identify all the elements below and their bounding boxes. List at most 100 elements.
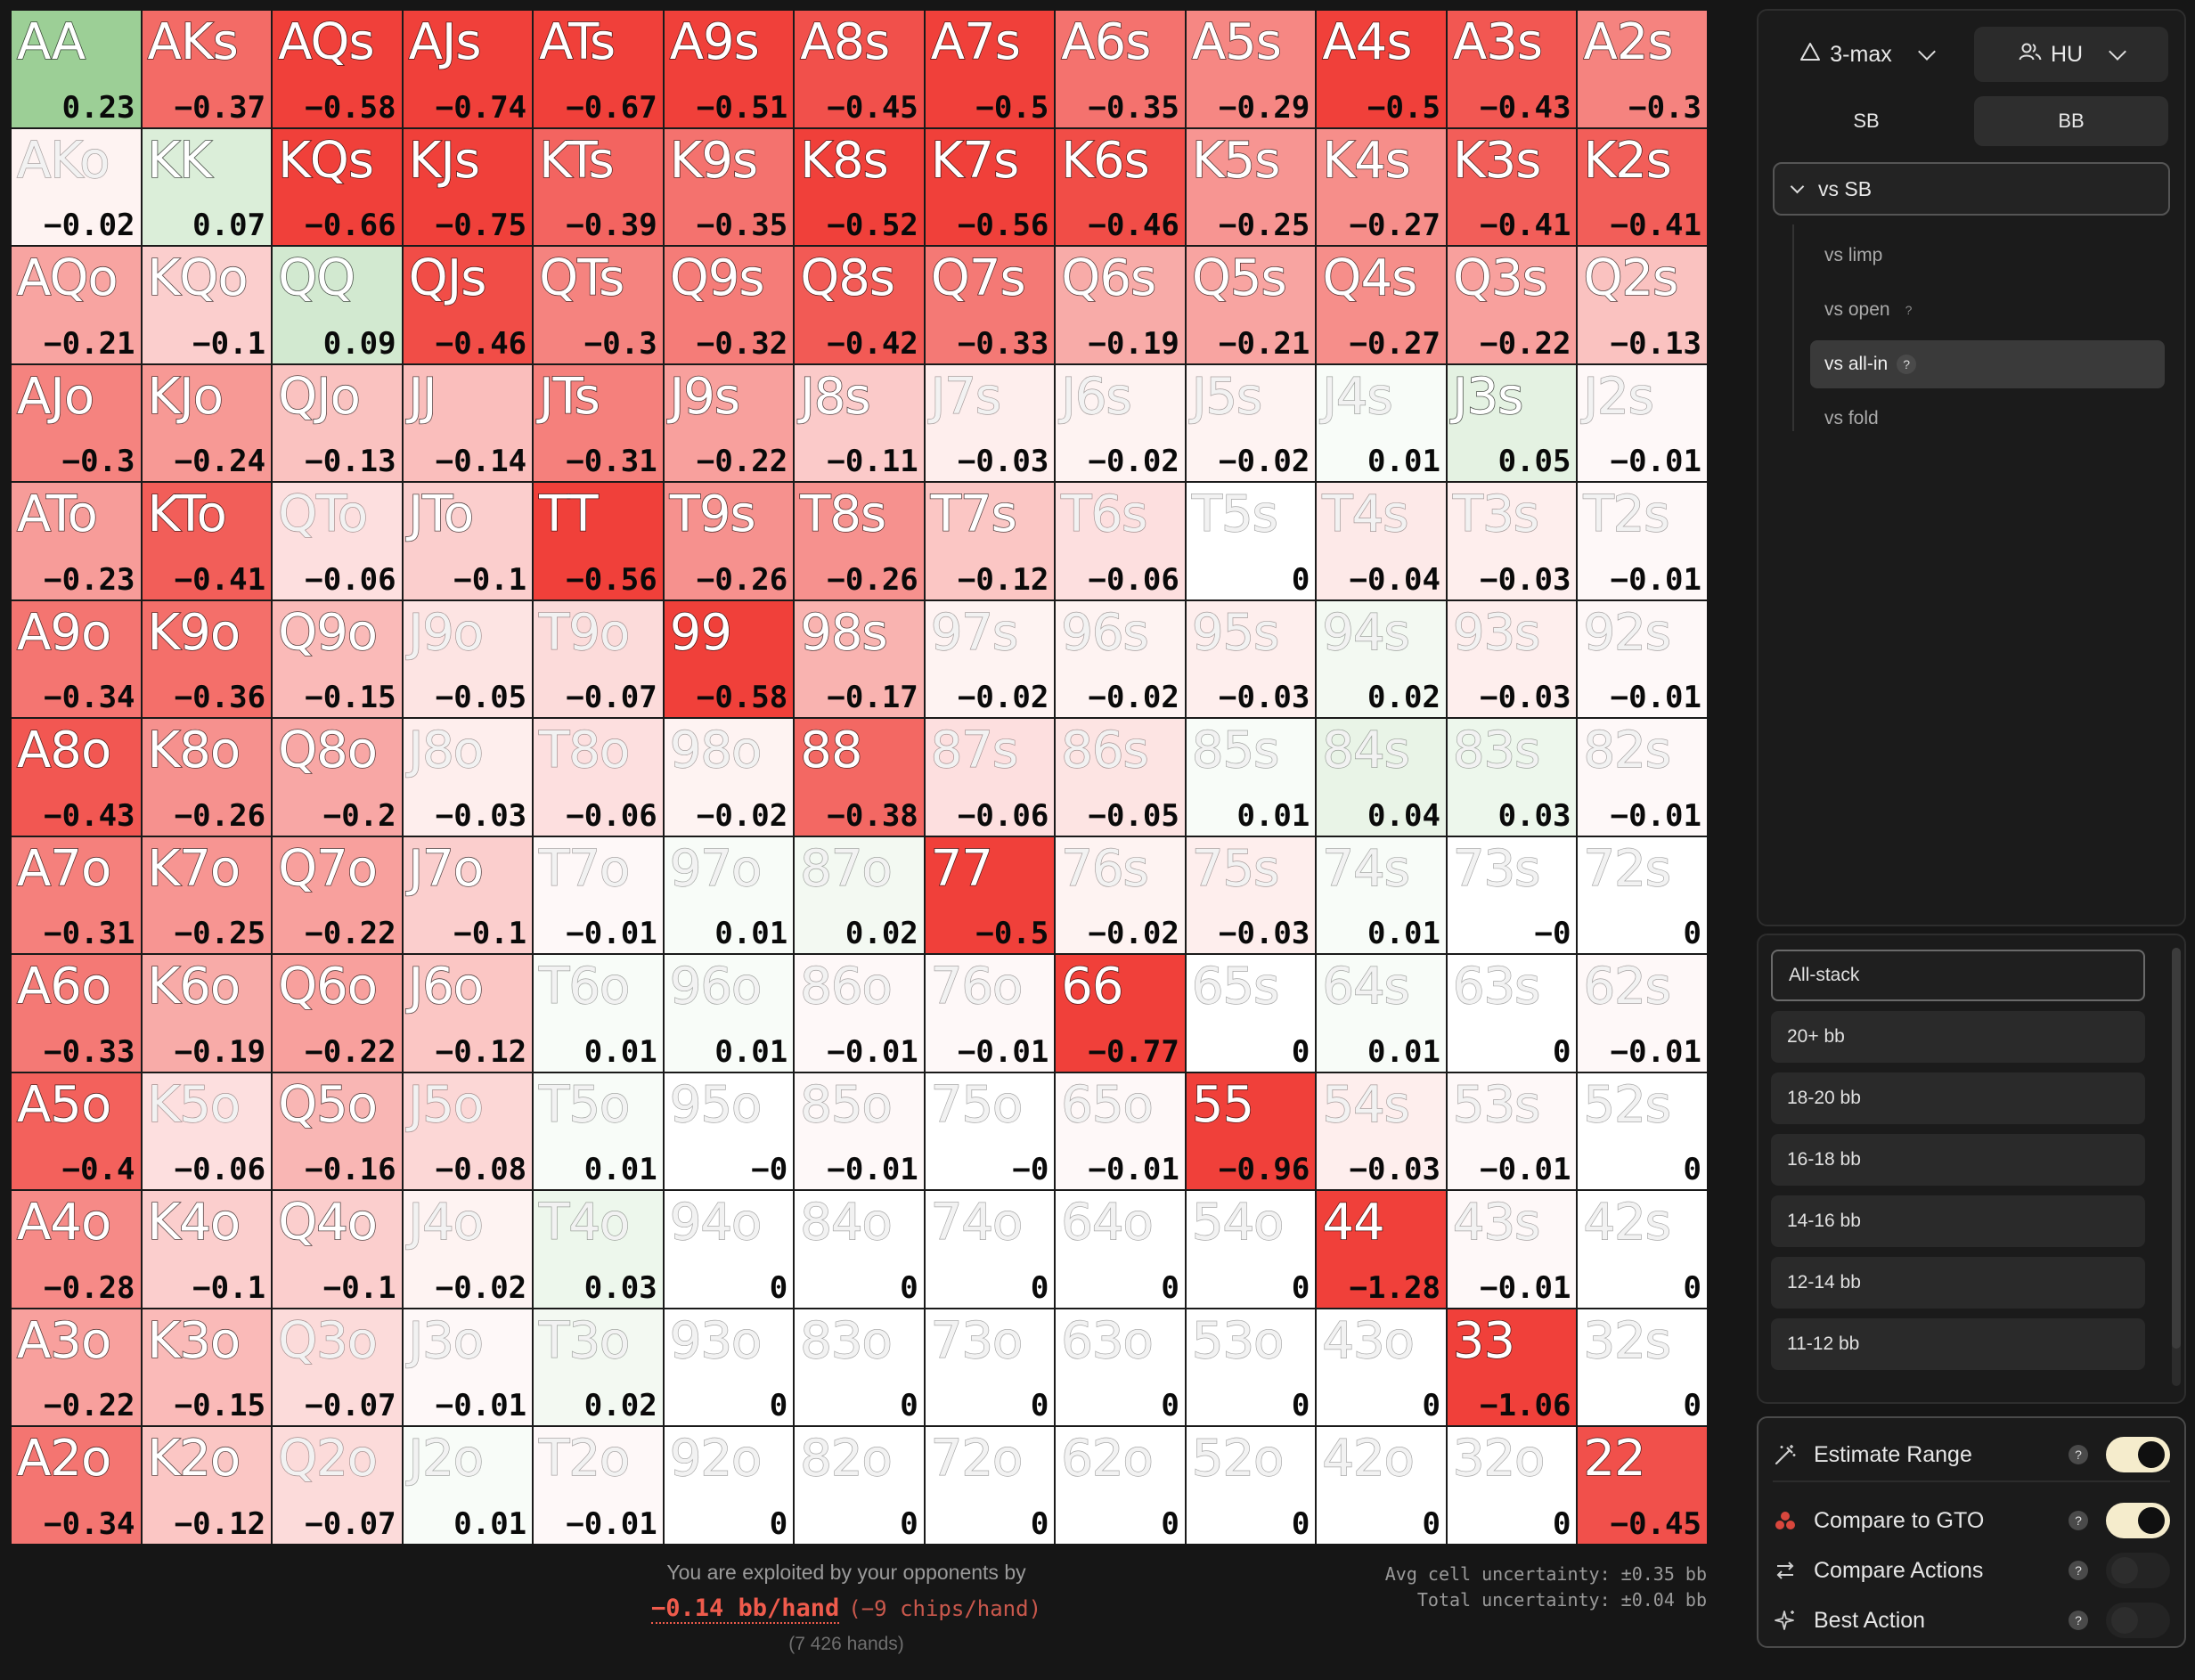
hand-cell-Q4s[interactable]: Q4s −0.27 [1317,247,1446,363]
hand-cell-K8o[interactable]: K8o −0.26 [142,719,272,836]
hand-cell-97o[interactable]: 97o 0.01 [664,836,794,954]
hand-cell-KK[interactable]: KK 0.07 [142,128,272,246]
hand-cell-JJ[interactable]: JJ −0.14 [403,364,533,482]
hand-cell-A9s[interactable]: A9s −0.51 [664,11,794,127]
hand-cell-87s[interactable]: 87s −0.06 [925,719,1055,836]
hand-cell-99[interactable]: 99 −0.58 [664,600,794,718]
hand-cell-T5s[interactable]: T5s 0 [1186,483,1316,599]
hand-cell-KQo[interactable]: KQo −0.1 [142,247,272,363]
hand-cell-52o[interactable]: 52o 0 [1186,1427,1316,1544]
hand-cell-A7o[interactable]: A7o −0.31 [12,836,141,954]
hand-cell-77[interactable]: 77 −0.5 [925,836,1055,954]
hand-cell-43o[interactable]: 43o 0 [1317,1309,1446,1426]
hand-cell-K7s[interactable]: K7s −0.56 [925,128,1055,246]
hand-cell-95o[interactable]: 95o −0 [664,1072,794,1190]
tree-item-vs-open[interactable]: vs open? [1810,286,2165,334]
hand-cell-AA[interactable]: AA 0.23 [12,11,141,127]
hand-cell-76o[interactable]: 76o −0.01 [925,955,1055,1072]
stack-option[interactable]: 11-12 bb [1771,1318,2145,1370]
hand-cell-A5o[interactable]: A5o −0.4 [12,1072,141,1190]
hand-cell-72o[interactable]: 72o 0 [925,1427,1055,1544]
hand-cell-KJo[interactable]: KJo −0.24 [142,364,272,482]
hand-cell-Q7o[interactable]: Q7o −0.22 [273,836,402,954]
hand-cell-T7o[interactable]: T7o −0.01 [534,836,663,954]
hand-cell-J7o[interactable]: J7o −0.1 [403,836,533,954]
hand-cell-QTo[interactable]: QTo −0.06 [273,483,402,599]
hand-cell-T6o[interactable]: T6o 0.01 [534,955,663,1072]
hand-cell-85o[interactable]: 85o −0.01 [795,1072,924,1190]
hand-cell-64o[interactable]: 64o 0 [1056,1191,1185,1308]
stack-scrollbar[interactable] [2172,948,2181,1386]
hand-cell-64s[interactable]: 64s 0.01 [1317,955,1446,1072]
hand-cell-AJs[interactable]: AJs −0.74 [403,11,533,127]
exploit-value[interactable]: −0.14 bb/hand [650,1594,840,1624]
hand-cell-96o[interactable]: 96o 0.01 [664,955,794,1072]
stack-option[interactable]: 14-16 bb [1771,1195,2145,1247]
hand-cell-Q3s[interactable]: Q3s −0.22 [1447,247,1577,363]
format-dropdown[interactable]: 3-max [1769,27,1963,82]
hand-cell-32o[interactable]: 32o 0 [1447,1427,1577,1544]
hand-cell-A2o[interactable]: A2o −0.34 [12,1427,141,1544]
hand-cell-65s[interactable]: 65s 0 [1186,955,1316,1072]
hand-cell-AQs[interactable]: AQs −0.58 [273,11,402,127]
hand-cell-J2o[interactable]: J2o 0.01 [403,1427,533,1544]
hand-cell-Q5s[interactable]: Q5s −0.21 [1186,247,1316,363]
hand-cell-22[interactable]: 22 −0.45 [1578,1427,1707,1544]
hand-cell-72s[interactable]: 72s 0 [1578,836,1707,954]
hand-cell-84o[interactable]: 84o 0 [795,1191,924,1308]
hand-cell-QJo[interactable]: QJo −0.13 [273,364,402,482]
hand-cell-Q4o[interactable]: Q4o −0.1 [273,1191,402,1308]
hand-cell-93s[interactable]: 93s −0.03 [1447,600,1577,718]
stack-option[interactable]: 20+ bb [1771,1011,2145,1063]
hand-cell-Q7s[interactable]: Q7s −0.33 [925,247,1055,363]
stack-option[interactable]: 18-20 bb [1771,1072,2145,1124]
help-icon[interactable]: ? [2069,1611,2088,1630]
hand-cell-A8o[interactable]: A8o −0.43 [12,719,141,836]
hand-cell-75s[interactable]: 75s −0.03 [1186,836,1316,954]
tree-item-vs-limp[interactable]: vs limp [1810,232,2165,280]
hand-cell-KTs[interactable]: KTs −0.39 [534,128,663,246]
hand-cell-54s[interactable]: 54s −0.03 [1317,1072,1446,1190]
hand-cell-K5s[interactable]: K5s −0.25 [1186,128,1316,246]
hand-cell-85s[interactable]: 85s 0.01 [1186,719,1316,836]
hand-cell-Q6s[interactable]: Q6s −0.19 [1056,247,1185,363]
scrollbar-thumb[interactable] [2172,948,2181,1349]
hand-cell-A5s[interactable]: A5s −0.29 [1186,11,1316,127]
hand-cell-A6o[interactable]: A6o −0.33 [12,955,141,1072]
hand-cell-KJs[interactable]: KJs −0.75 [403,128,533,246]
hand-cell-98o[interactable]: 98o −0.02 [664,719,794,836]
hand-cell-43s[interactable]: 43s −0.01 [1447,1191,1577,1308]
hand-cell-J6s[interactable]: J6s −0.02 [1056,364,1185,482]
stack-option[interactable]: All-stack [1771,950,2145,1001]
hand-cell-K5o[interactable]: K5o −0.06 [142,1072,272,1190]
hand-cell-ATo[interactable]: ATo −0.23 [12,483,141,599]
hand-cell-62o[interactable]: 62o 0 [1056,1427,1185,1544]
help-icon[interactable]: ? [2069,1561,2088,1580]
hand-cell-Q2o[interactable]: Q2o −0.07 [273,1427,402,1544]
hand-cell-JTs[interactable]: JTs −0.31 [534,364,663,482]
hand-cell-87o[interactable]: 87o 0.02 [795,836,924,954]
hand-cell-K4o[interactable]: K4o −0.1 [142,1191,272,1308]
hand-cell-94o[interactable]: 94o 0 [664,1191,794,1308]
hand-cell-J2s[interactable]: J2s −0.01 [1578,364,1707,482]
hand-cell-Q8s[interactable]: Q8s −0.42 [795,247,924,363]
hand-cell-J5s[interactable]: J5s −0.02 [1186,364,1316,482]
hand-cell-J9o[interactable]: J9o −0.05 [403,600,533,718]
hand-cell-T2o[interactable]: T2o −0.01 [534,1427,663,1544]
hand-cell-A8s[interactable]: A8s −0.45 [795,11,924,127]
hand-cell-QQ[interactable]: QQ 0.09 [273,247,402,363]
hand-cell-95s[interactable]: 95s −0.03 [1186,600,1316,718]
hand-cell-74s[interactable]: 74s 0.01 [1317,836,1446,954]
hand-cell-A7s[interactable]: A7s −0.5 [925,11,1055,127]
hand-cell-A3o[interactable]: A3o −0.22 [12,1309,141,1426]
hand-cell-52s[interactable]: 52s 0 [1578,1072,1707,1190]
hand-cell-33[interactable]: 33 −1.06 [1447,1309,1577,1426]
hand-cell-Q5o[interactable]: Q5o −0.16 [273,1072,402,1190]
tree-item-vs-all-in[interactable]: vs all-in? [1810,340,2165,388]
hand-cell-AQo[interactable]: AQo −0.21 [12,247,141,363]
hand-cell-K6o[interactable]: K6o −0.19 [142,955,272,1072]
hand-cell-KQs[interactable]: KQs −0.66 [273,128,402,246]
hand-cell-J8o[interactable]: J8o −0.03 [403,719,533,836]
hand-cell-J4s[interactable]: J4s 0.01 [1317,364,1446,482]
hand-cell-73s[interactable]: 73s −0 [1447,836,1577,954]
